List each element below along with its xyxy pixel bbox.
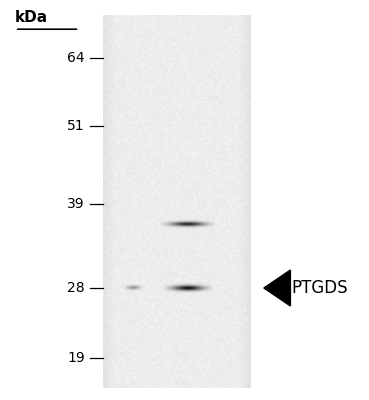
Polygon shape <box>264 270 290 306</box>
Text: PTGDS: PTGDS <box>292 279 348 297</box>
Text: 51: 51 <box>67 119 85 133</box>
Text: kDa: kDa <box>15 10 48 25</box>
Text: 39: 39 <box>67 197 85 211</box>
Text: 64: 64 <box>67 51 85 65</box>
Text: 28: 28 <box>67 281 85 295</box>
Text: 19: 19 <box>67 351 85 365</box>
